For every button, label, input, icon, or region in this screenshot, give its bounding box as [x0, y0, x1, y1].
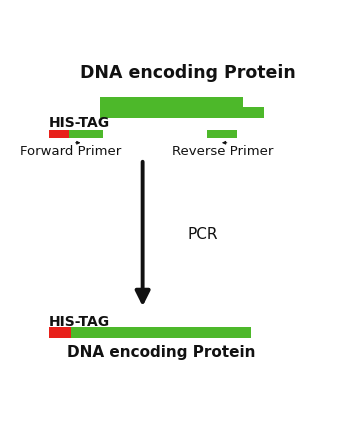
- Text: HIS-TAG: HIS-TAG: [49, 116, 110, 130]
- Bar: [69, 129, 103, 138]
- Text: Reverse Primer: Reverse Primer: [171, 145, 273, 158]
- Bar: [71, 327, 251, 338]
- Text: HIS-TAG: HIS-TAG: [49, 315, 110, 329]
- Text: DNA encoding Protein: DNA encoding Protein: [80, 64, 295, 82]
- Bar: [49, 327, 71, 338]
- Text: DNA encoding Protein: DNA encoding Protein: [67, 345, 255, 360]
- Bar: [101, 107, 264, 117]
- Text: PCR: PCR: [187, 228, 218, 242]
- Bar: [101, 97, 243, 107]
- Bar: [49, 129, 69, 138]
- Text: Forward Primer: Forward Primer: [20, 145, 122, 158]
- Bar: [207, 129, 237, 138]
